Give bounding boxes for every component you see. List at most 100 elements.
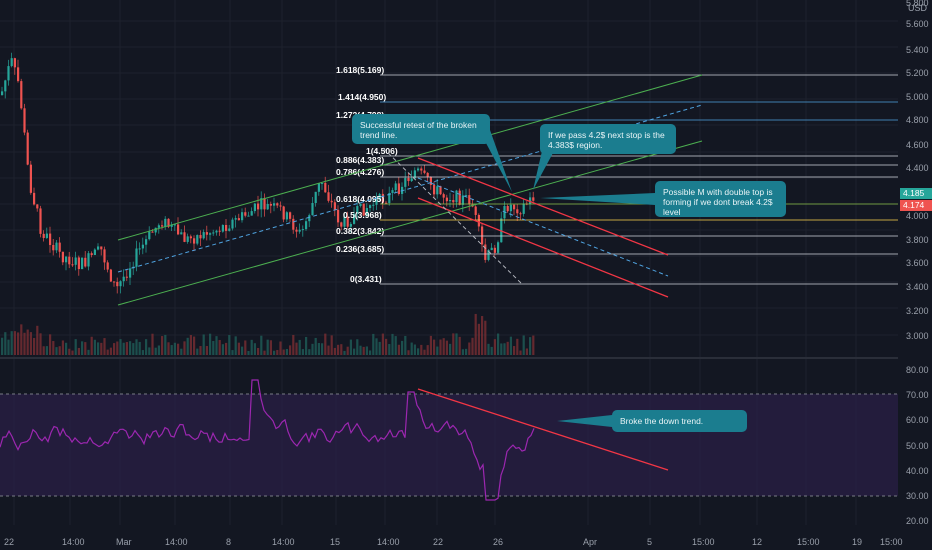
candle-body xyxy=(4,80,7,92)
volume-bar xyxy=(97,342,100,355)
volume-bar xyxy=(250,339,253,355)
volume-bar xyxy=(317,343,320,355)
note-retest[interactable]: Successful retest of the broken trend li… xyxy=(352,114,490,144)
volume-bar xyxy=(215,336,218,355)
candle-body xyxy=(257,203,260,210)
volume-bar xyxy=(231,350,234,355)
volume-bar xyxy=(58,346,61,355)
rsi-axis-label: 30.00 xyxy=(906,491,929,501)
candle-body xyxy=(119,281,122,287)
note-rsi-break[interactable]: Broke the down trend. xyxy=(612,410,747,432)
fibonacci-levels[interactable]: 1.618(5.169)1.414(4.950)1.272(4.798)1(4.… xyxy=(336,65,898,285)
time-axis-label: 15 xyxy=(330,537,340,547)
ascending-channel[interactable] xyxy=(117,74,703,306)
candle-body xyxy=(349,223,352,227)
candle-body xyxy=(61,251,64,263)
price-axis-label: 5.600 xyxy=(906,19,929,29)
volume-bar xyxy=(253,343,256,355)
volume-bar xyxy=(52,341,55,355)
volume-bar xyxy=(135,339,138,355)
note-pass-4-2[interactable]: If we pass 4.2$ next stop is the 4.383$ … xyxy=(540,124,676,154)
rsi-axis-label: 20.00 xyxy=(906,516,929,526)
volume-bar xyxy=(119,339,122,355)
volume-bar xyxy=(29,332,32,355)
candle-body xyxy=(13,58,16,68)
volume-bar xyxy=(458,336,461,355)
down-channel-mid[interactable] xyxy=(417,177,669,277)
volume-bar xyxy=(193,336,196,355)
candle-body xyxy=(151,231,154,233)
candle-body xyxy=(189,236,192,239)
retest-pointer xyxy=(478,128,512,192)
candle-body xyxy=(397,183,400,194)
candle-body xyxy=(161,225,164,227)
fib-diagonal[interactable] xyxy=(382,147,523,285)
volume-bar xyxy=(292,334,295,355)
price-axis-label: 4.000 xyxy=(906,211,929,221)
candle-body xyxy=(228,228,231,231)
rsi-axis[interactable]: 80.00 70.00 60.00 50.00 40.00 30.00 20.00 xyxy=(906,365,929,526)
price-axis[interactable]: 5.800 5.600 5.400 5.200 5.000 4.800 4.600 4.400… xyxy=(906,0,929,341)
candle-body xyxy=(481,226,484,245)
candle-body xyxy=(321,182,324,184)
candle-body xyxy=(186,236,189,242)
candle-body xyxy=(202,232,205,239)
volume-bar xyxy=(125,342,128,355)
candle-body xyxy=(74,257,77,265)
candle-body xyxy=(311,202,314,216)
volume-bar xyxy=(228,335,231,355)
candle-body xyxy=(436,186,439,195)
volume-bar xyxy=(423,349,426,355)
candle-body xyxy=(81,257,84,270)
candle-body xyxy=(241,212,244,221)
volume-bar xyxy=(209,333,212,355)
candle-body xyxy=(484,244,487,260)
down-channel-lower[interactable] xyxy=(417,197,669,298)
candle-body xyxy=(84,257,87,267)
volume-bar xyxy=(410,342,413,355)
volume-bar xyxy=(90,336,93,355)
candle-body xyxy=(439,186,442,195)
candle-body xyxy=(231,219,234,229)
candle-body xyxy=(493,247,496,253)
volume-bar xyxy=(141,350,144,355)
channel-lower-line[interactable] xyxy=(117,140,703,306)
volume-bar xyxy=(445,340,448,355)
time-axis-label: 8 xyxy=(226,537,231,547)
volume-bar xyxy=(468,342,471,355)
candle-body xyxy=(420,168,423,171)
volume-bar xyxy=(365,346,368,355)
channel-upper-line[interactable] xyxy=(117,74,703,241)
volume-bar xyxy=(199,346,202,355)
volume-bar xyxy=(122,342,125,355)
candle-body xyxy=(116,281,119,287)
volume-bar xyxy=(74,339,77,355)
volume-bar xyxy=(532,335,535,355)
candle-body xyxy=(145,239,148,245)
candle-body xyxy=(167,218,170,227)
volume-bar xyxy=(186,337,189,355)
candle-body xyxy=(362,203,365,216)
time-axis[interactable]: 22 14:00 Mar 14:00 8 14:00 15 14:00 22 26 Apr 5 15:0… xyxy=(4,537,903,547)
note-double-top[interactable]: Possible M with double top is forming if… xyxy=(655,181,786,217)
volume-bar xyxy=(289,345,292,355)
fib-label: 0.236(3.685) xyxy=(336,244,384,254)
candle-body xyxy=(423,170,426,173)
price-axis-label: 3.000 xyxy=(906,331,929,341)
down-channel-upper[interactable] xyxy=(417,157,669,256)
price-axis-label: 4.800 xyxy=(906,115,929,125)
candle-body xyxy=(388,193,391,204)
candle-body xyxy=(372,204,375,206)
candle-body xyxy=(497,242,500,253)
volume-bar xyxy=(202,334,205,355)
volume-bar xyxy=(132,343,135,355)
rsi-downtrend-line[interactable] xyxy=(417,388,669,471)
volume-bar xyxy=(145,339,148,355)
volume-bar xyxy=(385,338,388,355)
descending-channel[interactable] xyxy=(382,147,669,298)
candlesticks[interactable] xyxy=(1,52,535,294)
volume-bar xyxy=(205,346,208,355)
volume-bar xyxy=(218,340,221,355)
volume-bar xyxy=(4,332,7,355)
